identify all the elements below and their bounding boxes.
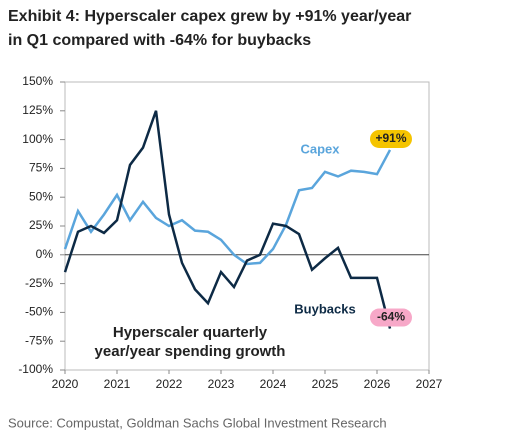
series-line [63, 149, 392, 266]
legend-label: Buybacks [294, 301, 355, 316]
y-tick-label: 100% [22, 132, 53, 146]
label-pill [370, 129, 412, 148]
inset-text: year/year spending growth [95, 343, 286, 360]
chart-title: Exhibit 4: Hyperscaler capex grew by +91… [8, 8, 411, 25]
x-tick-label: 2024 [260, 377, 287, 391]
y-tick-label: 25% [29, 218, 53, 232]
x-tick-label: 2027 [416, 377, 443, 391]
y-tick-label: -25% [25, 276, 53, 290]
y-tick-label: 125% [22, 103, 53, 117]
x-tick-label: 2025 [312, 377, 339, 391]
legend-label: Capex [300, 141, 340, 156]
source: Source: Compustat, Goldman Sachs Global … [8, 415, 387, 430]
value-label: -64% [377, 310, 405, 324]
y-tick-label: 50% [29, 189, 53, 203]
x-tick-label: 2022 [156, 377, 183, 391]
y-tick-label: -75% [25, 333, 53, 347]
label-pill [370, 308, 412, 327]
value-label: +91% [375, 131, 406, 145]
chart-title: in Q1 compared with -64% for buybacks [8, 32, 311, 49]
x-tick-label: 2021 [104, 377, 131, 391]
series-line [63, 110, 392, 329]
y-tick-label: 75% [29, 161, 53, 175]
y-tick-label: 150% [22, 74, 53, 88]
x-tick-label: 2020 [52, 377, 79, 391]
y-tick-label: -100% [18, 362, 53, 376]
x-tick-label: 2023 [208, 377, 235, 391]
y-tick-label: -50% [25, 305, 53, 319]
x-tick-label: 2026 [364, 377, 391, 391]
inset-text: Hyperscaler quarterly [113, 324, 268, 341]
y-tick-label: 0% [36, 247, 54, 261]
